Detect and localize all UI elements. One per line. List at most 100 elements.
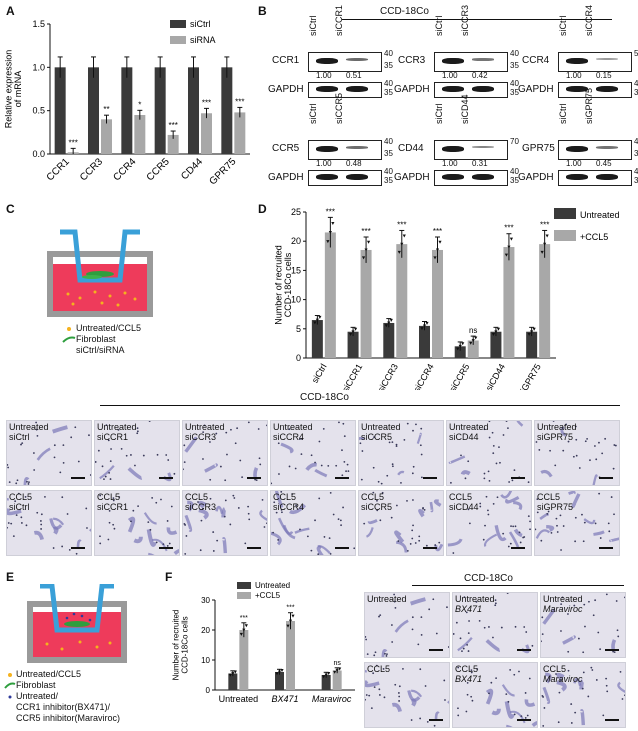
westerns-header-line: [342, 19, 612, 20]
pore-dot: [107, 439, 110, 442]
pore-dot: [423, 509, 426, 511]
significance-label: ***: [68, 138, 77, 147]
pore-dot: [455, 621, 458, 624]
bar: [228, 673, 238, 690]
micrograph-tile: CCL5 siCCR3: [182, 490, 268, 556]
stained-cell: [562, 635, 576, 645]
pore-dot: [541, 640, 542, 643]
pore-dot: [376, 509, 379, 512]
pore-dot: [263, 526, 266, 528]
pore-dot: [403, 438, 406, 441]
pore-dot: [570, 703, 573, 705]
band: [566, 58, 588, 64]
stained-cell: [611, 639, 617, 650]
band: [442, 174, 464, 180]
micrograph-tile: Untreated siGPR75: [534, 420, 620, 486]
stained-cell: [184, 514, 193, 532]
pore-dot: [44, 495, 46, 498]
pore-dot: [606, 690, 609, 693]
scale-bar: [517, 649, 531, 651]
pore-dot: [320, 464, 323, 467]
pore-dot: [323, 536, 326, 538]
legend-swatch: [170, 36, 186, 44]
pore-dot: [406, 422, 409, 425]
pore-dot: [219, 465, 222, 468]
lane-label: siCtrl: [308, 103, 318, 125]
pore-dot: [467, 508, 470, 511]
pore-dot: [507, 427, 509, 429]
band: [316, 58, 338, 64]
pore-dot: [574, 540, 577, 543]
significance-label: ***: [433, 227, 442, 236]
pore-dot: [594, 522, 597, 525]
bar: [347, 331, 359, 358]
pore-dot: [597, 631, 600, 634]
stained-cell: [166, 527, 178, 535]
pore-dot: [495, 462, 498, 465]
pore-dot: [450, 481, 452, 484]
bar: [286, 621, 295, 690]
micrograph-condition: Untreated: [97, 422, 137, 432]
band: [442, 58, 464, 64]
x-tick-label: BX471: [271, 694, 298, 704]
stained-cell: [397, 470, 405, 476]
data-point: [280, 668, 284, 672]
pore-dot: [136, 432, 139, 435]
pore-dot: [363, 522, 366, 525]
pore-dot: [261, 498, 264, 501]
mw-marker: 35: [384, 88, 393, 97]
loading-label: GAPDH: [518, 84, 554, 95]
micrograph-tile: Untreated siCCR5: [358, 420, 444, 486]
x-tick-label: siGPR75: [516, 362, 543, 390]
scale-bar: [247, 547, 261, 549]
pore-dot: [299, 528, 301, 531]
pore-dot: [556, 531, 559, 533]
pore-dot: [288, 465, 291, 468]
bar: [396, 244, 408, 358]
pore-dot: [17, 492, 20, 495]
stained-cell: [395, 540, 408, 553]
stained-cell: [127, 467, 143, 480]
pore-dot: [209, 497, 212, 500]
western-blot: siCtrl siCCR1 CCR1 1.00 0.51 40 35 GAPDH 40 35: [268, 5, 396, 106]
data-point: [387, 321, 391, 325]
pore-dot: [374, 651, 377, 654]
bar: [490, 331, 502, 358]
pore-dot: [420, 633, 423, 636]
bar: [221, 67, 233, 154]
data-point: [509, 237, 514, 241]
westerns-header: CCD-18Co: [380, 6, 429, 17]
pore-dot: [419, 717, 422, 720]
micrograph-label: Untreated siGPR75: [537, 422, 577, 442]
pore-dot: [125, 454, 128, 457]
stained-cell: [7, 508, 22, 516]
western-blots-panel: CCD-18Co siCtrl siCCR1 CCR1 1.00 0.51 40 35 GAP…: [262, 5, 638, 186]
legend-c-item: Fibroblast: [76, 334, 116, 344]
data-point: [433, 256, 437, 260]
stained-cell: [359, 436, 365, 441]
pore-dot: [288, 428, 291, 431]
micrograph-d-header-line: [100, 405, 620, 406]
pore-dot: [53, 456, 56, 459]
stained-cell: [460, 470, 471, 476]
pore-dot: [20, 443, 22, 446]
pore-dot: [523, 626, 526, 628]
target-label: CD44: [398, 143, 424, 154]
pore-dot: [468, 620, 470, 622]
pore-dot: [397, 692, 400, 694]
bar: [332, 670, 342, 690]
micrograph-label: Untreated siCD44: [449, 422, 489, 442]
pore-dot: [155, 501, 158, 504]
pore-dot: [583, 603, 586, 606]
stained-cell: [253, 467, 259, 478]
significance-label: ***: [286, 605, 294, 612]
pore-dot: [402, 667, 404, 670]
scale-bar: [429, 719, 443, 721]
pore-dot: [7, 466, 10, 469]
pore-dot: [365, 638, 368, 641]
cell-image: [535, 491, 619, 551]
bar: [467, 340, 479, 358]
pore-dot: [247, 505, 250, 508]
pore-dot: [137, 505, 139, 508]
data-point: [326, 240, 330, 244]
